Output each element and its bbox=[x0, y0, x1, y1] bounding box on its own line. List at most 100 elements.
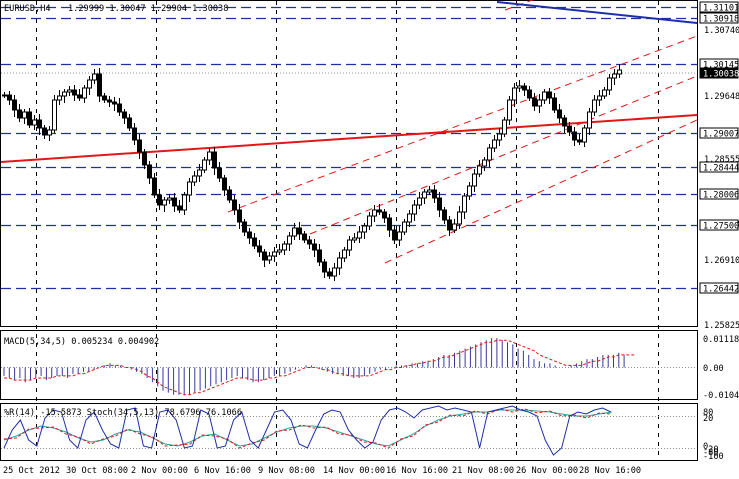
candle-body bbox=[152, 177, 157, 196]
stoch-caption: %R(14) -15.5873 Stoch(34,5,13) 78.6796 7… bbox=[4, 408, 242, 418]
level-label-text: 1.30038 bbox=[703, 70, 739, 80]
candle-body bbox=[292, 227, 297, 237]
macd-caption: MACD(5,34,5) 0.005234 0.004902 bbox=[4, 337, 159, 347]
level-label-text: 1.28444 bbox=[703, 164, 739, 174]
candle-body bbox=[327, 271, 332, 277]
candle-body bbox=[547, 91, 552, 99]
price-axis-label: 1.29648 bbox=[704, 92, 739, 102]
candle-body bbox=[472, 173, 477, 187]
level-label-text: 1.27500 bbox=[703, 222, 739, 232]
regression-channel[interactable] bbox=[227, 0, 698, 264]
candle-body bbox=[67, 89, 72, 93]
macd-signal-line[interactable] bbox=[4, 339, 635, 396]
candle-body bbox=[242, 221, 247, 233]
macd-panel[interactable] bbox=[0, 330, 698, 400]
candle-body bbox=[512, 87, 517, 101]
candle-body bbox=[282, 243, 287, 251]
candle-body bbox=[232, 199, 237, 211]
candle-body bbox=[427, 189, 432, 193]
candle-body bbox=[407, 213, 412, 223]
candle-body bbox=[497, 133, 502, 141]
candle-body bbox=[82, 87, 87, 99]
ohlc-readout: 1.29999 1.30047 1.29904 1.30038 bbox=[68, 4, 228, 14]
stoch-signal-line[interactable] bbox=[3, 408, 612, 449]
candle-body bbox=[197, 169, 202, 177]
candle-body bbox=[177, 205, 182, 211]
level-label-box bbox=[699, 282, 739, 294]
candle-body bbox=[522, 85, 527, 91]
candle-body bbox=[52, 99, 57, 131]
candle-body bbox=[337, 257, 342, 269]
candle-body bbox=[442, 209, 447, 221]
candle-body bbox=[147, 164, 152, 179]
red-trendline[interactable] bbox=[0, 114, 698, 163]
candle-body bbox=[207, 151, 212, 161]
candle-body bbox=[382, 211, 387, 219]
candle-body bbox=[62, 91, 67, 97]
candle-body bbox=[302, 233, 307, 241]
candle-body bbox=[562, 117, 567, 127]
candle-body bbox=[127, 117, 132, 129]
stoch-axis-label-80: 80 bbox=[703, 408, 713, 418]
candle-body bbox=[502, 119, 507, 135]
candle-body bbox=[37, 119, 42, 129]
time-axis-label: 21 Nov 08:00 bbox=[452, 466, 514, 476]
candle-body bbox=[112, 101, 117, 105]
blue-trendline[interactable] bbox=[496, 1, 698, 24]
support-resistance-levels[interactable] bbox=[1, 6, 697, 290]
candle-body bbox=[227, 189, 232, 201]
candle-body bbox=[212, 151, 217, 169]
time-axis-label: 25 Oct 2012 bbox=[3, 466, 60, 476]
candle-body bbox=[162, 199, 167, 206]
williams-r-line[interactable] bbox=[3, 405, 612, 456]
candle-body bbox=[42, 127, 47, 136]
candle-body bbox=[567, 125, 572, 133]
stoch-levels bbox=[1, 416, 697, 449]
candlestick-series[interactable] bbox=[2, 64, 622, 281]
candle-body bbox=[582, 127, 587, 143]
candle-body bbox=[122, 111, 127, 119]
candle-body bbox=[257, 245, 262, 253]
candle-body bbox=[432, 189, 437, 199]
candle-body bbox=[402, 221, 407, 233]
time-axis: 25 Oct 2012 30 Oct 08:00 2 Nov 00:00 6 Nov … bbox=[3, 466, 641, 476]
candle-body bbox=[32, 119, 37, 126]
candle-body bbox=[482, 159, 487, 167]
stoch-panel[interactable] bbox=[0, 403, 698, 461]
candle-body bbox=[182, 194, 187, 211]
candle-body bbox=[47, 129, 52, 136]
time-axis-label: 14 Nov 00:00 bbox=[323, 466, 385, 476]
candle-body bbox=[307, 239, 312, 245]
candle-body bbox=[172, 197, 177, 207]
candle-body bbox=[167, 197, 172, 201]
macd-axis-label-zero: 0.00 bbox=[703, 364, 724, 374]
main-price-panel[interactable] bbox=[0, 0, 698, 327]
candle-body bbox=[387, 217, 392, 231]
candle-body bbox=[192, 175, 197, 183]
time-axis-label: 6 Nov 16:00 bbox=[194, 466, 251, 476]
candle-body bbox=[372, 209, 377, 217]
stoch-main-line[interactable] bbox=[3, 409, 612, 447]
macd-histogram[interactable] bbox=[3, 338, 625, 395]
candle-body bbox=[487, 147, 492, 161]
candle-body bbox=[437, 197, 442, 211]
level-label-text: 1.30918 bbox=[703, 15, 739, 25]
symbol-label: EURUSD,H4 bbox=[4, 4, 51, 14]
stoch-axis-label-0: 0 bbox=[703, 442, 708, 452]
candle-body bbox=[297, 227, 302, 235]
candle-body bbox=[77, 94, 82, 99]
candle-body bbox=[607, 77, 612, 91]
time-axis-label: 30 Oct 08:00 bbox=[66, 466, 128, 476]
candle-body bbox=[452, 223, 457, 231]
candle-body bbox=[157, 194, 162, 206]
time-axis-label: 26 Nov 00:00 bbox=[516, 466, 578, 476]
candle-body bbox=[2, 94, 7, 97]
level-label-text: 1.28006 bbox=[703, 191, 739, 201]
candle-body bbox=[247, 231, 252, 239]
candle-body bbox=[312, 243, 317, 251]
candle-body bbox=[397, 231, 402, 241]
time-axis-label: 2 Nov 00:00 bbox=[131, 466, 188, 476]
level-label-box bbox=[699, 219, 739, 231]
candle-body bbox=[467, 185, 472, 197]
